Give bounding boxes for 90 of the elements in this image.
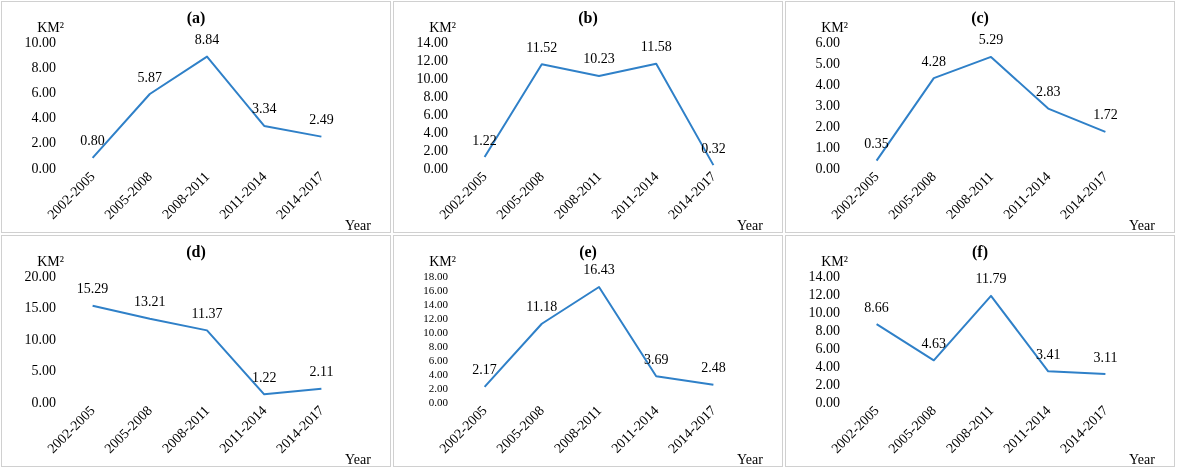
y-tick-label: 14.00 (423, 298, 449, 310)
data-label: 13.21 (134, 294, 166, 310)
data-label: 0.35 (864, 136, 889, 152)
y-tick-label: 0.00 (815, 394, 840, 410)
data-label: 8.84 (194, 32, 220, 48)
y-tick-label: 2.00 (815, 376, 840, 392)
y-tick-label: 15.00 (24, 300, 56, 315)
data-label: 5.29 (978, 32, 1004, 48)
chart-title: (b) (578, 8, 598, 27)
y-tick-label: 4.00 (815, 358, 840, 374)
data-label: 1.22 (472, 132, 497, 148)
data-label: 11.79 (975, 271, 1007, 287)
y-tick-label: 2.00 (423, 142, 448, 158)
y-tick-label: 12.00 (808, 286, 840, 302)
data-label: 2.49 (309, 112, 334, 128)
y-tick-label: 10.00 (416, 70, 448, 86)
y-tick-label: 10.00 (24, 34, 56, 50)
y-tick-label: 6.00 (815, 340, 840, 356)
y-tick-label: 8.00 (428, 340, 449, 352)
data-label: 2.83 (1035, 84, 1061, 100)
data-label: 4.63 (921, 335, 947, 351)
y-tick-label: 4.00 (428, 368, 449, 380)
y-tick-label: 4.00 (815, 76, 840, 92)
data-label: 4.28 (921, 53, 947, 69)
y-tick-label: 1.00 (815, 139, 840, 155)
data-label: 11.37 (191, 305, 223, 321)
y-tick-label: 12.00 (416, 52, 448, 68)
y-tick-label: 20.00 (24, 268, 56, 284)
y-axis-title: KM² (429, 19, 456, 35)
data-label: 10.23 (583, 51, 615, 67)
y-tick-label: 6.00 (815, 34, 840, 50)
y-tick-label: 10.00 (808, 304, 840, 320)
y-tick-label: 2.00 (815, 118, 840, 134)
y-tick-label: 5.00 (31, 363, 56, 378)
y-tick-label: 4.00 (31, 110, 56, 126)
y-axis-title: KM² (429, 253, 456, 269)
y-axis-title: KM² (37, 253, 64, 269)
y-tick-label: 0.00 (815, 160, 840, 176)
y-tick-label: 0.00 (428, 396, 449, 408)
y-axis-title: KM² (821, 253, 848, 269)
y-tick-label: 14.00 (416, 34, 448, 50)
y-tick-label: 6.00 (423, 106, 448, 122)
y-tick-label: 16.00 (423, 284, 449, 296)
y-tick-label: 4.00 (423, 124, 448, 140)
y-tick-label: 0.00 (31, 394, 56, 410)
chart-title: (f) (972, 242, 988, 261)
y-tick-label: 8.00 (31, 59, 56, 75)
y-tick-label: 2.00 (31, 135, 56, 151)
data-label: 11.58 (640, 39, 672, 55)
x-axis-title: Year (1129, 451, 1156, 467)
data-label: 15.29 (76, 281, 109, 297)
data-label: 2.17 (472, 362, 497, 378)
data-label: 2.48 (701, 360, 726, 376)
chart-title: (a) (186, 8, 206, 27)
data-label: 2.11 (309, 364, 334, 380)
data-label: 5.87 (137, 69, 163, 85)
y-tick-label: 2.00 (428, 382, 449, 394)
x-axis-title: Year (345, 217, 372, 233)
y-tick-label: 8.00 (815, 322, 840, 338)
data-label: 3.11 (1093, 349, 1118, 365)
y-tick-label: 10.00 (423, 326, 449, 338)
y-tick-label: 18.00 (423, 270, 449, 282)
chart-title: (c) (971, 8, 989, 27)
data-label: 1.72 (1093, 107, 1118, 123)
data-label: 0.80 (80, 133, 105, 149)
y-tick-label: 0.00 (423, 160, 448, 176)
y-axis-title: KM² (37, 19, 64, 35)
x-axis-title: Year (737, 451, 764, 467)
x-axis-title: Year (345, 451, 372, 467)
y-tick-label: 12.00 (423, 312, 449, 324)
y-tick-label: 3.00 (815, 97, 840, 113)
x-axis-title: Year (737, 217, 764, 233)
y-tick-label: 6.00 (428, 354, 449, 366)
y-tick-label: 8.00 (423, 88, 448, 104)
y-tick-label: 0.00 (31, 160, 56, 176)
x-axis-title: Year (1129, 217, 1156, 233)
y-tick-label: 14.00 (808, 268, 840, 284)
y-tick-label: 10.00 (24, 331, 56, 347)
y-axis-title: KM² (821, 19, 848, 35)
data-label: 11.52 (526, 39, 558, 55)
data-label: 3.34 (251, 101, 277, 117)
data-label: 3.41 (1035, 346, 1061, 362)
chart-title: (e) (579, 242, 597, 261)
data-label: 16.43 (583, 262, 615, 278)
data-label: 11.18 (526, 299, 558, 315)
y-tick-label: 5.00 (815, 55, 840, 71)
chart-title: (d) (186, 242, 206, 261)
data-label: 8.66 (864, 299, 889, 315)
y-tick-label: 6.00 (31, 84, 56, 100)
data-label: 1.22 (251, 369, 277, 385)
